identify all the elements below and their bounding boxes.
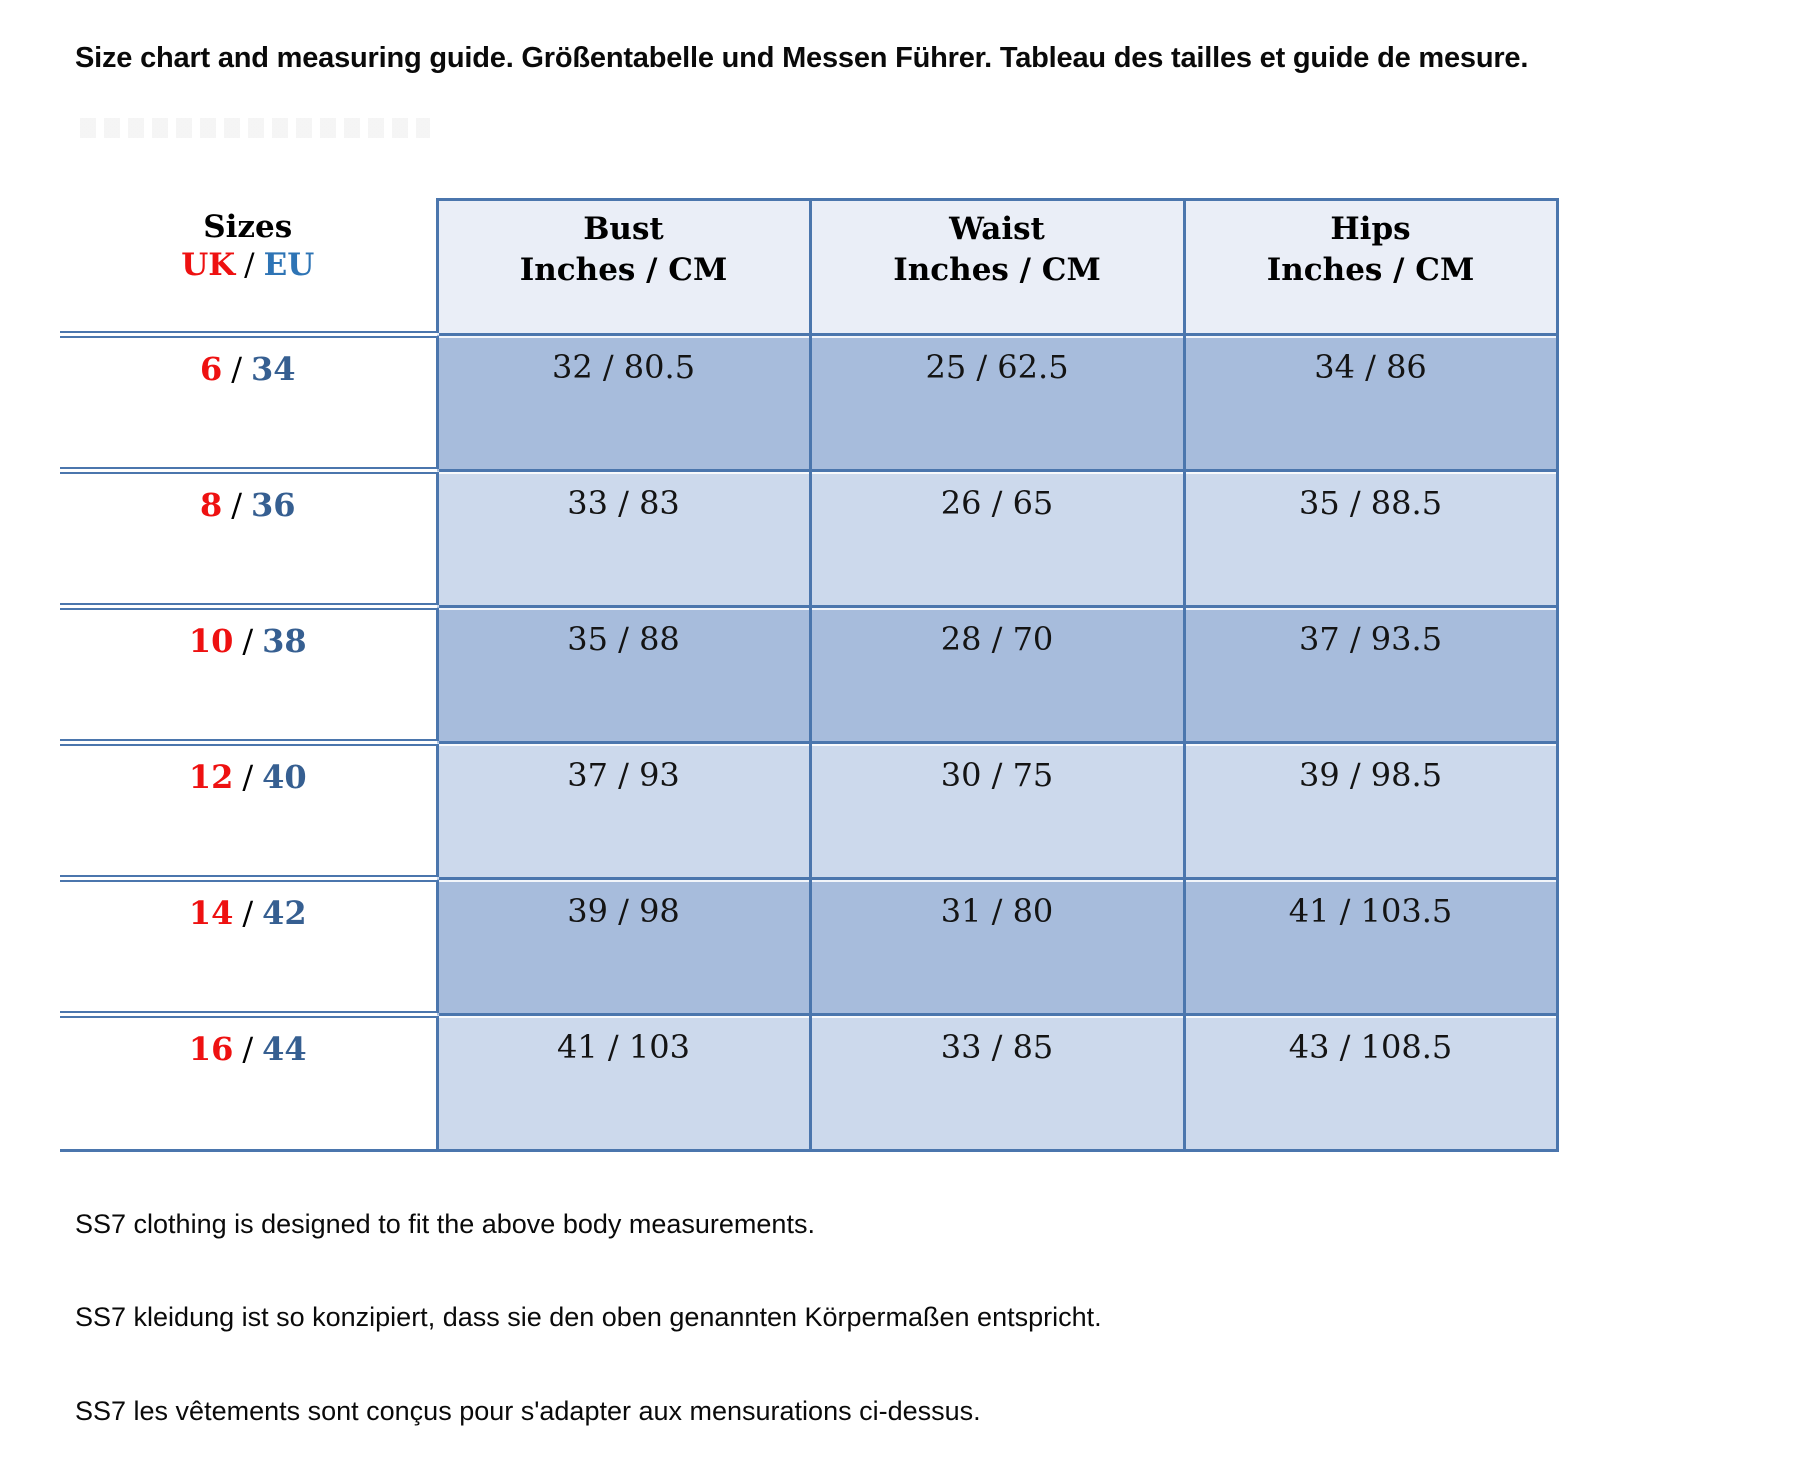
size-cell: 16/44 (60, 1011, 437, 1152)
footer-notes: SS7 clothing is designed to fit the abov… (75, 1208, 1102, 1466)
header-row: Sizes UK / EU Bust Inches / CM Waist Inche… (60, 198, 1559, 336)
slash-separator: / (242, 894, 254, 932)
note-german: SS7 kleidung ist so konzipiert, dass sie… (75, 1302, 1102, 1333)
size-cell: 8/36 (60, 467, 437, 607)
eu-size: 34 (251, 350, 296, 388)
hips-header-cell: Hips Inches / CM (1182, 198, 1559, 336)
waist-cell: 25 / 62.5 (808, 333, 1186, 472)
table-row: 12/40 37 / 93 30 / 75 39 / 98.5 (60, 739, 1559, 880)
hips-cell: 35 / 88.5 (1182, 469, 1559, 608)
slash-separator: / (244, 247, 255, 284)
bust-cell: 33 / 83 (435, 469, 812, 608)
sizes-header-cell: Sizes UK / EU (60, 199, 437, 335)
slash-separator: / (231, 350, 242, 388)
uk-size: 10 (188, 622, 234, 660)
uk-size: 14 (188, 894, 234, 932)
slash-separator: / (231, 486, 242, 524)
bust-column-unit: Inches / CM (519, 251, 728, 288)
eu-label: EU (263, 247, 315, 284)
hips-column-unit: Inches / CM (1266, 251, 1475, 288)
table-row: 6/34 32 / 80.5 25 / 62.5 34 / 86 (60, 331, 1559, 472)
eu-size: 38 (262, 622, 307, 660)
uk-size: 8 (199, 486, 223, 524)
waist-cell: 33 / 85 (808, 1013, 1186, 1152)
hips-cell: 41 / 103.5 (1182, 877, 1559, 1016)
uk-size: 6 (199, 350, 223, 388)
uk-eu-label: UK / EU (60, 246, 436, 285)
hips-cell: 43 / 108.5 (1182, 1013, 1559, 1152)
waist-column-unit: Inches / CM (893, 251, 1101, 288)
waist-cell: 28 / 70 (808, 605, 1186, 744)
eu-size: 40 (262, 758, 307, 796)
size-chart-table: Sizes UK / EU Bust Inches / CM Waist Inche… (60, 198, 1559, 1152)
eu-size: 42 (262, 894, 307, 932)
hips-cell: 37 / 93.5 (1182, 605, 1559, 744)
hips-column-title: Hips (1330, 211, 1411, 247)
table-row: 14/42 39 / 98 31 / 80 41 / 103.5 (60, 875, 1559, 1016)
note-english: SS7 clothing is designed to fit the abov… (75, 1209, 815, 1239)
bust-cell: 39 / 98 (435, 877, 812, 1016)
waist-cell: 31 / 80 (808, 877, 1186, 1016)
slash-separator: / (242, 622, 254, 660)
page-title: Size chart and measuring guide. Größenta… (75, 42, 1529, 74)
eu-size: 44 (262, 1030, 307, 1068)
note-french: SS7 les vêtements sont conçus pour s'ada… (75, 1395, 981, 1426)
bust-column-title: Bust (583, 211, 664, 247)
table-row: 16/44 41 / 103 33 / 85 43 / 108.5 (60, 1011, 1559, 1152)
bust-header-cell: Bust Inches / CM (435, 198, 812, 336)
hips-cell: 39 / 98.5 (1182, 741, 1559, 880)
bust-cell: 41 / 103 (435, 1013, 812, 1152)
faint-print-artifact (80, 118, 430, 138)
bust-cell: 37 / 93 (435, 741, 812, 880)
uk-size: 16 (188, 1030, 234, 1068)
waist-header-cell: Waist Inches / CM (808, 198, 1186, 336)
slash-separator: / (242, 1030, 254, 1068)
table-row: 8/36 33 / 83 26 / 65 35 / 88.5 (60, 467, 1559, 608)
waist-cell: 30 / 75 (808, 741, 1186, 880)
size-cell: 6/34 (60, 331, 437, 471)
uk-label: UK (181, 247, 236, 284)
size-cell: 12/40 (60, 739, 437, 879)
bust-cell: 35 / 88 (435, 605, 812, 744)
size-cell: 10/38 (60, 603, 437, 743)
table-row: 10/38 35 / 88 28 / 70 37 / 93.5 (60, 603, 1559, 744)
slash-separator: / (242, 758, 254, 796)
waist-column-title: Waist (949, 211, 1045, 247)
hips-cell: 34 / 86 (1182, 333, 1559, 472)
sizes-label: Sizes (203, 208, 293, 245)
waist-cell: 26 / 65 (808, 469, 1186, 608)
size-cell: 14/42 (60, 875, 437, 1015)
uk-size: 12 (188, 758, 234, 796)
eu-size: 36 (251, 486, 296, 524)
bust-cell: 32 / 80.5 (435, 333, 812, 472)
